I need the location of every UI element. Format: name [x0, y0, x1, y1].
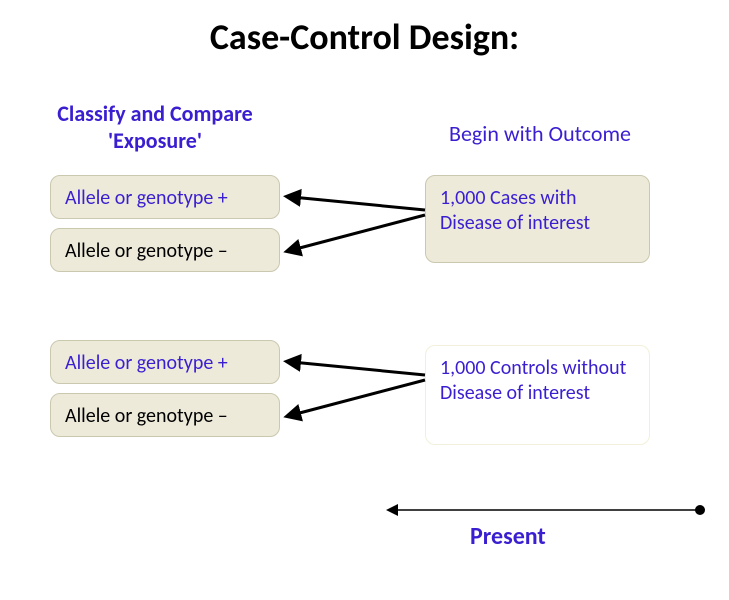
- box-controls-group: 1,000 Controls without Disease of intere…: [425, 345, 650, 445]
- timeline-present-label: Present: [470, 522, 546, 551]
- page-title: Case-Control Design:: [0, 15, 729, 59]
- arrow-controls-to-neg: [292, 380, 425, 415]
- box-cases-allele-neg: Allele or genotype –: [50, 228, 280, 272]
- box-cases-allele-pos: Allele or genotype +: [50, 175, 280, 219]
- arrow-cases-to-neg: [292, 215, 425, 250]
- box-cases-group: 1,000 Cases with Disease of interest: [425, 175, 650, 263]
- timeline-present-dot: [695, 505, 705, 515]
- arrow-cases-to-pos: [292, 197, 425, 210]
- diagram-arrows: [0, 0, 729, 600]
- heading-begin-outcome: Begin with Outcome: [400, 120, 680, 147]
- heading-classify-compare: Classify and Compare 'Exposure': [25, 100, 285, 154]
- box-controls-allele-neg: Allele or genotype –: [50, 393, 280, 437]
- arrow-controls-to-pos: [292, 362, 425, 375]
- box-controls-allele-pos: Allele or genotype +: [50, 340, 280, 384]
- heading-classify-line2: 'Exposure': [108, 127, 202, 154]
- heading-classify-line1: Classify and Compare: [57, 100, 252, 127]
